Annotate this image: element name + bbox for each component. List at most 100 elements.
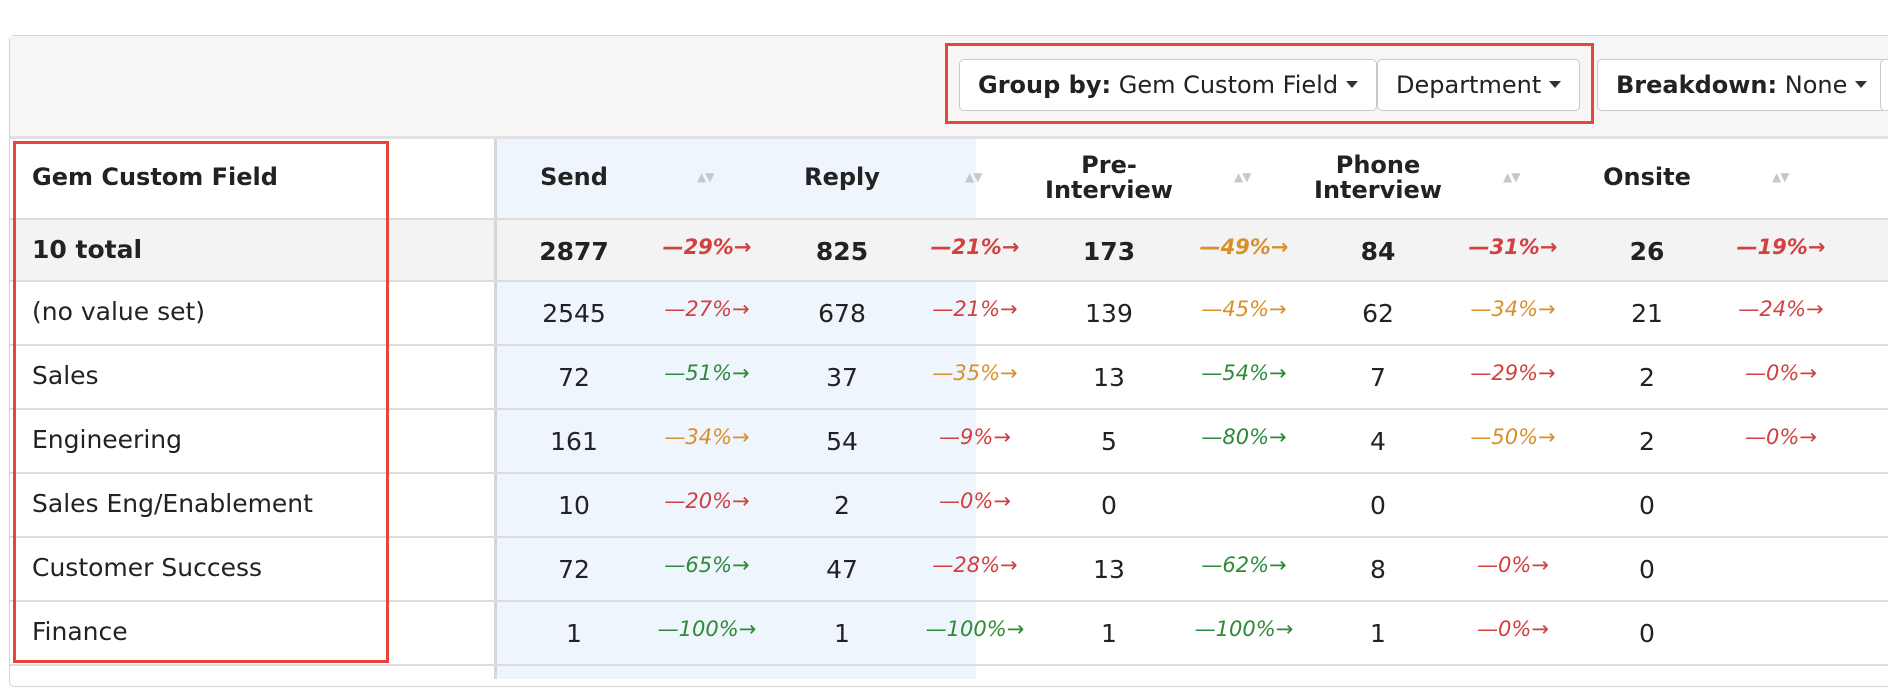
conversion-rate[interactable]: —31%→ xyxy=(1453,235,1573,259)
conversion-rate[interactable]: —28%→ xyxy=(915,553,1035,577)
conversion-rate[interactable]: —49%→ xyxy=(1184,235,1304,259)
cell-count[interactable]: 2 xyxy=(1639,427,1655,456)
cell-count[interactable]: 173 xyxy=(1082,237,1136,266)
cell-count[interactable]: 37 xyxy=(826,363,858,392)
conversion-rate[interactable]: —100%→ xyxy=(647,617,767,641)
cell-count[interactable]: 21 xyxy=(1631,299,1663,328)
cell-count[interactable]: 26 xyxy=(1629,237,1665,266)
cell-count[interactable]: 84 xyxy=(1360,237,1396,266)
arrow-right-icon: → xyxy=(1269,553,1287,577)
cell-count[interactable]: 1 xyxy=(834,619,850,648)
cell-count[interactable]: 2877 xyxy=(539,237,609,266)
conversion-rate[interactable]: —0%→ xyxy=(915,489,1035,513)
arrow-right-icon: → xyxy=(732,489,750,513)
conversion-rate[interactable]: —9%→ xyxy=(915,425,1035,449)
group-by-dropdown[interactable]: Group by: Gem Custom Field xyxy=(959,59,1378,111)
rate-lead-line: — xyxy=(939,489,961,513)
cell-count[interactable]: 0 xyxy=(1639,491,1655,520)
conversion-rate[interactable]: —51%→ xyxy=(647,361,767,385)
row-divider xyxy=(10,600,1888,602)
arrow-right-icon: → xyxy=(733,235,752,259)
cell-count[interactable]: 1 xyxy=(1101,619,1117,648)
rate-lead-line: — xyxy=(939,425,961,449)
conversion-rate[interactable]: —35%→ xyxy=(915,361,1035,385)
conversion-rate[interactable]: —54%→ xyxy=(1184,361,1304,385)
conversion-rate[interactable]: —100%→ xyxy=(915,617,1035,641)
cell-count[interactable]: 0 xyxy=(1639,555,1655,584)
cell-count[interactable]: 7 xyxy=(1370,363,1386,392)
conversion-rate[interactable]: —34%→ xyxy=(1453,297,1573,321)
rate-lead-line: — xyxy=(1201,297,1223,321)
row-label: (no value set) xyxy=(32,297,206,326)
cell-count[interactable]: 54 xyxy=(826,427,858,456)
cell-count[interactable]: 0 xyxy=(1370,491,1386,520)
conversion-rate[interactable]: —50%→ xyxy=(1453,425,1573,449)
cell-count[interactable]: 8 xyxy=(1370,555,1386,584)
conversion-rate[interactable]: —0%→ xyxy=(1453,617,1573,641)
cell-count[interactable]: 13 xyxy=(1093,363,1125,392)
cell-count[interactable]: 2 xyxy=(1639,363,1655,392)
conversion-rate[interactable]: —34%→ xyxy=(647,425,767,449)
conversion-rate[interactable]: —45%→ xyxy=(1184,297,1304,321)
cell-count[interactable]: 4 xyxy=(1370,427,1386,456)
conversion-rate[interactable]: —0%→ xyxy=(1721,361,1841,385)
arrow-right-icon: → xyxy=(738,617,757,641)
conversion-rate[interactable]: —19%→ xyxy=(1721,235,1841,259)
cell-count[interactable]: 2 xyxy=(834,491,850,520)
sort-icon[interactable]: ▲▼ xyxy=(965,170,982,184)
arrow-right-icon: → xyxy=(1799,361,1817,385)
conversion-rate[interactable]: —24%→ xyxy=(1721,297,1841,321)
rate-lead-line: — xyxy=(930,235,952,259)
cell-count[interactable]: 1 xyxy=(1370,619,1386,648)
column-header-gem-custom-field[interactable]: Gem Custom Field xyxy=(32,163,278,191)
column-header-stage[interactable]: Onsite xyxy=(1557,165,1737,190)
rate-lead-line: — xyxy=(1470,361,1492,385)
conversion-rate[interactable]: —65%→ xyxy=(647,553,767,577)
conversion-rate[interactable]: —29%→ xyxy=(647,235,767,259)
breakdown-dropdown[interactable]: Breakdown: None xyxy=(1597,59,1887,111)
row-label: Sales xyxy=(32,361,99,390)
sort-icon[interactable]: ▲▼ xyxy=(1772,170,1789,184)
cell-count[interactable]: 0 xyxy=(1639,619,1655,648)
conversion-rate[interactable]: —62%→ xyxy=(1184,553,1304,577)
conversion-rate[interactable]: —80%→ xyxy=(1184,425,1304,449)
group-by-value: Gem Custom Field xyxy=(1118,71,1339,99)
column-header-text: Reply xyxy=(804,163,880,191)
cell-count[interactable]: 47 xyxy=(826,555,858,584)
arrow-right-icon: → xyxy=(1275,617,1294,641)
conversion-rate[interactable]: —27%→ xyxy=(647,297,767,321)
department-dropdown[interactable]: Department xyxy=(1377,59,1581,111)
cell-count[interactable]: 139 xyxy=(1085,299,1133,328)
cell-count[interactable]: 10 xyxy=(558,491,590,520)
cell-count[interactable]: 72 xyxy=(558,363,590,392)
conversion-rate[interactable]: —100%→ xyxy=(1184,617,1304,641)
column-header-text: Interview xyxy=(1045,176,1173,204)
extra-dropdown-edge[interactable] xyxy=(1880,59,1888,111)
conversion-rate[interactable]: —21%→ xyxy=(915,297,1035,321)
sort-icon[interactable]: ▲▼ xyxy=(1503,170,1520,184)
cell-count[interactable]: 0 xyxy=(1101,491,1117,520)
cell-count[interactable]: 2545 xyxy=(542,299,606,328)
conversion-rate[interactable]: —29%→ xyxy=(1453,361,1573,385)
column-header-stage[interactable]: Phone Interview xyxy=(1288,153,1468,203)
cell-count[interactable]: 1 xyxy=(566,619,582,648)
arrow-right-icon: → xyxy=(1000,553,1018,577)
conversion-rate[interactable]: —20%→ xyxy=(647,489,767,513)
cell-count[interactable]: 72 xyxy=(558,555,590,584)
cell-count[interactable]: 62 xyxy=(1362,299,1394,328)
column-header-stage[interactable]: Pre- Interview xyxy=(1019,153,1199,203)
cell-count[interactable]: 825 xyxy=(815,237,869,266)
sort-icon[interactable]: ▲▼ xyxy=(1234,170,1251,184)
conversion-rate[interactable]: —0%→ xyxy=(1453,553,1573,577)
cell-count[interactable]: 13 xyxy=(1093,555,1125,584)
sort-icon[interactable]: ▲▼ xyxy=(697,170,714,184)
cell-count[interactable]: 678 xyxy=(818,299,866,328)
column-header-stage[interactable]: Send xyxy=(484,165,664,190)
rate-lead-line: — xyxy=(1201,361,1223,385)
column-header-stage[interactable]: Reply xyxy=(752,165,932,190)
conversion-rate[interactable]: —0%→ xyxy=(1721,425,1841,449)
cell-count[interactable]: 161 xyxy=(550,427,598,456)
rate-lead-line: — xyxy=(1738,297,1760,321)
cell-count[interactable]: 5 xyxy=(1101,427,1117,456)
conversion-rate[interactable]: —21%→ xyxy=(915,235,1035,259)
